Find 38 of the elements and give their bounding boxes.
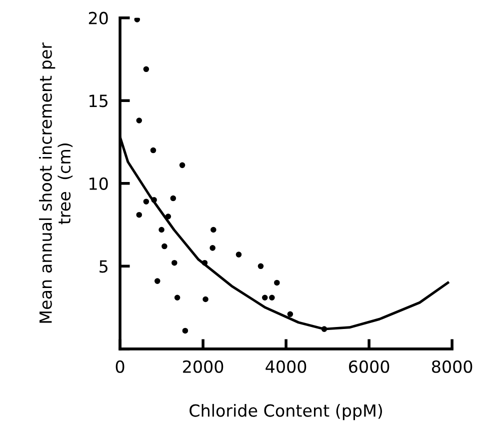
point — [151, 197, 157, 203]
point — [134, 18, 140, 22]
point — [150, 147, 156, 154]
y-tick-label: 5 — [100, 260, 108, 273]
point — [202, 260, 208, 266]
point — [202, 296, 208, 302]
point — [321, 326, 328, 332]
point — [269, 294, 275, 300]
point — [143, 66, 150, 72]
y-tick-label: 20 — [88, 12, 108, 24]
point — [154, 278, 160, 284]
x-tick-label: 0 — [116, 360, 124, 373]
point — [172, 260, 178, 266]
y-tick-label: 15 — [90, 94, 108, 108]
point — [143, 198, 150, 204]
point — [158, 226, 164, 233]
point — [182, 328, 188, 334]
point — [162, 243, 168, 250]
x-tick-label: 6000 — [349, 360, 390, 373]
y-tick-label: 10 — [90, 177, 108, 190]
point — [262, 294, 268, 300]
point — [274, 280, 280, 286]
x-tick-label: 2000 — [183, 360, 224, 373]
point — [258, 263, 264, 270]
point — [210, 226, 216, 233]
y-axis-title: Mean annual shoot increment per tree (cm) — [39, 42, 73, 323]
x-tick-label: 8000 — [432, 360, 472, 373]
point — [174, 294, 180, 300]
point — [179, 162, 186, 168]
point — [136, 212, 142, 218]
x-axis-title: Chloride Content (ppM) — [190, 404, 382, 420]
point — [236, 252, 242, 258]
point — [136, 118, 142, 124]
point — [210, 245, 216, 251]
x-tick-label: 4000 — [266, 360, 306, 373]
point — [165, 214, 172, 220]
point — [170, 195, 176, 202]
point — [287, 311, 294, 318]
